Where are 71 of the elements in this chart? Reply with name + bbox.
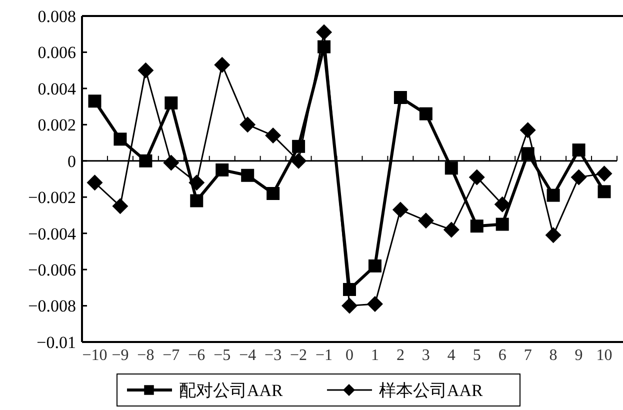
x-tick-label: 9: [574, 347, 583, 364]
point: [190, 194, 204, 208]
point: [418, 212, 434, 229]
y-tick-label: −0.008: [28, 296, 76, 316]
point: [596, 166, 612, 182]
x-tick-label: 6: [498, 347, 506, 364]
point: [112, 198, 128, 214]
point: [214, 56, 230, 73]
point: [368, 259, 382, 272]
x-tick-label: 8: [549, 347, 558, 364]
x-tick-label: 1: [370, 347, 379, 364]
point: [88, 94, 102, 108]
point: [266, 186, 280, 200]
y-tick-label: −0.002: [28, 188, 76, 208]
x-tick-label: 10: [596, 347, 612, 364]
point: [545, 227, 562, 244]
point: [392, 202, 408, 218]
point: [240, 116, 256, 133]
point: [316, 24, 332, 40]
x-tick-label: −9: [112, 347, 129, 364]
point: [394, 91, 407, 104]
point: [419, 107, 432, 120]
point: [496, 218, 509, 231]
point: [114, 132, 127, 146]
legend-label: 配对公司AAR: [179, 380, 284, 400]
point: [598, 185, 611, 198]
point: [470, 220, 484, 233]
x-tick-label: −10: [82, 347, 108, 364]
x-tick-label: 2: [396, 347, 404, 364]
point: [163, 154, 180, 171]
x-tick-label: −1: [316, 347, 333, 364]
x-tick-label: 3: [422, 347, 430, 364]
point: [290, 152, 307, 169]
point: [265, 128, 282, 144]
point: [572, 144, 586, 157]
y-tick-label: 0.002: [38, 116, 76, 135]
point: [216, 163, 229, 176]
point: [86, 174, 103, 191]
y-tick-label: 0.006: [38, 43, 76, 62]
point: [366, 296, 383, 312]
legend-label: 样本公司AAR: [379, 380, 484, 400]
point: [570, 169, 587, 186]
y-tick-label: 0.004: [38, 79, 76, 98]
point: [520, 122, 536, 138]
x-tick-label: −5: [214, 347, 231, 364]
x-tick-label: 0: [346, 347, 354, 364]
point: [494, 196, 510, 212]
x-tick-label: −2: [290, 347, 308, 364]
y-tick-label: 0: [68, 152, 76, 171]
y-tick-label: 0.008: [38, 6, 76, 26]
point: [164, 96, 178, 110]
x-tick-label: −7: [162, 347, 180, 364]
y-tick-label: −0.006: [28, 260, 76, 280]
point: [138, 62, 154, 78]
point: [546, 188, 560, 202]
x-tick-label: −6: [188, 347, 206, 364]
x-tick-label: −3: [264, 347, 282, 364]
y-tick-label: −0.01: [36, 332, 76, 352]
point: [139, 154, 152, 168]
point: [241, 168, 254, 182]
point: [468, 169, 485, 186]
point: [443, 222, 460, 238]
x-tick-label: 4: [447, 347, 456, 364]
point: [342, 298, 358, 314]
x-tick-label: −4: [239, 347, 256, 364]
x-tick-label: 7: [524, 347, 532, 364]
x-tick-label: 5: [472, 347, 481, 364]
point: [444, 162, 458, 175]
y-tick-label: −0.004: [28, 224, 76, 244]
point: [188, 174, 205, 191]
x-tick-label: −8: [137, 347, 154, 364]
